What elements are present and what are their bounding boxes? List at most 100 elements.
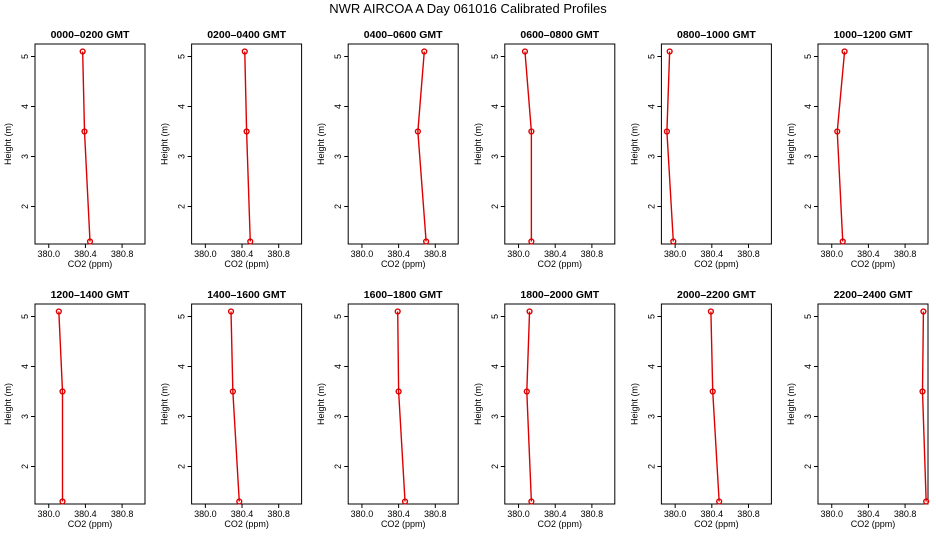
x-tick-label: 380.0: [507, 509, 530, 519]
profile-line: [58, 311, 64, 502]
x-tick-label: 380.8: [894, 509, 917, 519]
x-axis-label: CO2 (ppm): [694, 519, 739, 529]
x-axis-label: CO2 (ppm): [68, 259, 113, 269]
x-axis-label: CO2 (ppm): [694, 259, 739, 269]
panel-title: 2200–2400 GMT: [834, 289, 913, 301]
x-tick-label: 380.4: [701, 509, 724, 519]
x-tick-label: 380.8: [111, 509, 134, 519]
x-tick-label: 380.8: [267, 249, 290, 259]
plot-frame: [817, 43, 929, 245]
profile-line: [524, 51, 533, 242]
x-tick-label: 380.4: [74, 509, 97, 519]
profile-line: [417, 51, 427, 242]
x-tick-label: 380.8: [581, 509, 604, 519]
panel-title: 1400–1600 GMT: [207, 289, 286, 301]
x-tick-label: 380.4: [387, 249, 410, 259]
y-tick-label: 5: [803, 314, 813, 319]
y-tick-label: 2: [177, 204, 187, 209]
y-tick-label: 3: [646, 414, 656, 419]
x-axis-label: CO2 (ppm): [68, 519, 113, 529]
panel-title: 0200–0400 GMT: [207, 29, 286, 41]
data-point: [663, 128, 671, 135]
data-point: [839, 238, 846, 245]
panel-title: 0800–1000 GMT: [677, 29, 756, 41]
profile-line: [526, 311, 533, 502]
panel-title: 0600–0800 GMT: [520, 29, 599, 41]
y-tick-label: 5: [177, 314, 187, 319]
data-point: [521, 48, 529, 55]
data-point: [528, 498, 535, 505]
y-tick-label: 4: [177, 104, 187, 109]
y-axis-label: Height (m): [786, 383, 796, 425]
x-axis-label: CO2 (ppm): [381, 259, 426, 269]
x-tick-label: 380.0: [37, 249, 60, 259]
data-point: [670, 238, 677, 245]
y-tick-label: 2: [646, 204, 656, 209]
profile-line: [921, 311, 927, 502]
x-tick-label: 380.8: [737, 249, 760, 259]
profile-line: [81, 51, 91, 242]
data-point: [919, 388, 926, 395]
data-point: [528, 128, 535, 135]
y-tick-label: 5: [490, 54, 500, 59]
x-axis-label: CO2 (ppm): [851, 259, 896, 269]
data-point: [716, 498, 723, 505]
data-point: [394, 308, 401, 315]
y-tick-label: 5: [20, 54, 30, 59]
y-tick-label: 4: [177, 364, 187, 369]
panel-title: 2000–2200 GMT: [677, 289, 756, 301]
y-tick-label: 2: [333, 464, 343, 469]
y-tick-label: 4: [333, 364, 343, 369]
y-tick-label: 5: [646, 54, 656, 59]
x-tick-label: 380.0: [820, 509, 843, 519]
y-tick-label: 3: [20, 414, 30, 419]
plot-frame: [660, 43, 772, 245]
data-point: [236, 498, 243, 505]
data-point: [709, 388, 716, 395]
y-tick-label: 5: [333, 54, 343, 59]
y-tick-label: 3: [20, 154, 30, 159]
plot-frame: [504, 303, 616, 505]
x-tick-label: 380.4: [231, 509, 254, 519]
y-tick-label: 2: [490, 464, 500, 469]
y-tick-label: 2: [20, 464, 30, 469]
y-axis-label: Height (m): [160, 383, 170, 425]
y-axis-label: Height (m): [629, 383, 639, 425]
y-axis-label: Height (m): [316, 123, 326, 165]
y-tick-label: 3: [177, 414, 187, 419]
x-tick-label: 380.4: [74, 249, 97, 259]
x-tick-label: 380.0: [194, 509, 217, 519]
panel-title: 0000–0200 GMT: [51, 29, 130, 41]
data-point: [834, 128, 841, 135]
y-tick-label: 4: [490, 364, 500, 369]
data-point: [707, 308, 715, 315]
data-point: [55, 308, 62, 315]
x-axis-label: CO2 (ppm): [538, 519, 583, 529]
y-tick-label: 4: [646, 364, 656, 369]
data-point: [920, 308, 927, 315]
data-point: [247, 238, 254, 245]
chart-title: NWR AIRCOA A Day 061016 Calibrated Profi…: [329, 1, 607, 16]
data-point: [841, 48, 848, 55]
panel-title: 1600–1800 GMT: [364, 289, 443, 301]
data-point: [81, 128, 88, 135]
y-axis-label: Height (m): [3, 123, 13, 165]
y-axis-label: Height (m): [160, 123, 170, 165]
panel-title: 0400–0600 GMT: [364, 29, 443, 41]
data-point: [923, 498, 930, 505]
profile-line: [666, 51, 675, 242]
y-tick-label: 5: [490, 314, 500, 319]
y-tick-label: 3: [490, 154, 500, 159]
panel-title: 1000–1200 GMT: [834, 29, 913, 41]
data-point: [423, 238, 430, 245]
x-tick-label: 380.8: [111, 249, 134, 259]
data-point: [526, 308, 533, 315]
data-point: [421, 48, 428, 55]
